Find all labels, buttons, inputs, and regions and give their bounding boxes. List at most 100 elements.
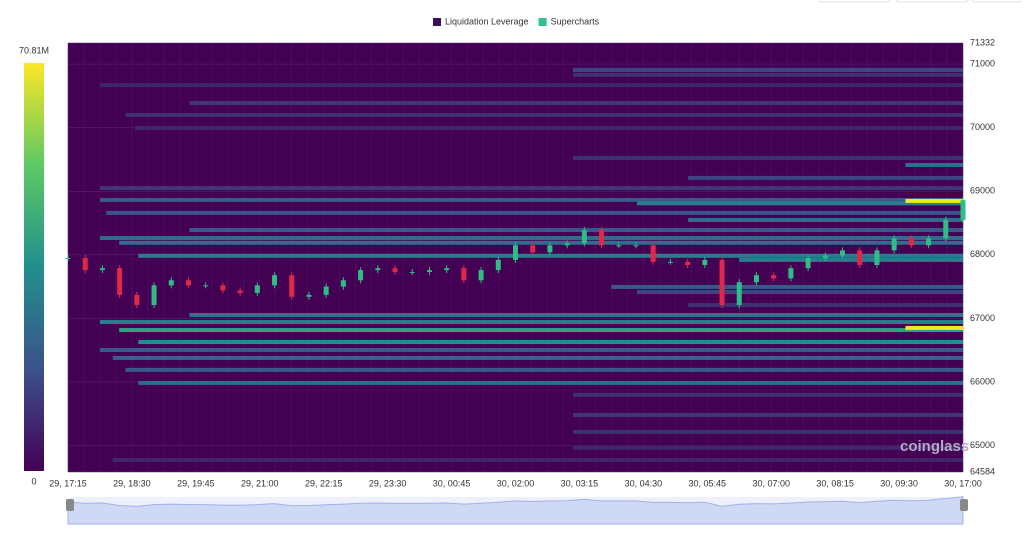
candle: [203, 285, 209, 287]
candle: [891, 238, 897, 251]
candle: [444, 268, 450, 271]
toolbar-button[interactable]: [971, 0, 1023, 3]
candle: [254, 285, 260, 293]
candle: [908, 238, 914, 246]
axes: 64584 65000 66000 67000 68000 69000 70000 71000…: [19, 37, 995, 488]
candle: [599, 230, 605, 246]
navigator-handle[interactable]: [66, 499, 74, 511]
candle: [805, 258, 811, 269]
color-bar: [24, 63, 44, 471]
legend-swatch: [433, 18, 441, 26]
liquidation-band: [573, 429, 963, 434]
liquidation-band: [189, 312, 963, 317]
candle: [788, 268, 794, 279]
candle: [960, 200, 966, 220]
candle: [926, 238, 932, 246]
x-tick-label: 30, 03:15: [561, 478, 599, 488]
candle: [822, 255, 828, 259]
liquidation-band: [573, 445, 963, 450]
watermark: coinglass: [900, 438, 969, 455]
candle: [685, 261, 691, 266]
candle: [392, 268, 398, 272]
candle: [771, 275, 777, 279]
candle: [82, 258, 88, 271]
liquidation-band: [573, 412, 963, 417]
liquidation-band: [99, 320, 963, 325]
liquidation-band: [739, 257, 963, 262]
candle: [151, 285, 157, 306]
candle: [719, 259, 725, 306]
y-tick-label: 71332: [970, 37, 995, 47]
colorbar-label: 70.81M: [19, 45, 49, 55]
candle: [340, 280, 346, 287]
candle: [237, 290, 243, 293]
candle: [513, 245, 518, 260]
liquidation-band: [189, 228, 963, 233]
candle: [289, 275, 295, 297]
liquidation-band: [905, 198, 963, 203]
candle: [616, 245, 622, 247]
candle: [581, 230, 587, 244]
candle: [702, 259, 708, 266]
liquidation-band: [112, 457, 963, 462]
x-tick-label: 30, 00:45: [433, 478, 471, 488]
candle: [547, 245, 553, 253]
y-tick-label: 66000: [970, 376, 995, 386]
liquidation-band: [106, 210, 964, 215]
candle: [358, 270, 364, 281]
navigator-handle[interactable]: [960, 499, 968, 511]
y-tick-label: 70000: [970, 122, 995, 132]
liquidation-band: [573, 68, 963, 73]
x-tick-label: 30, 02:00: [497, 478, 535, 488]
liquidation-band: [99, 348, 963, 353]
liquidation-band: [125, 112, 964, 117]
x-tick-label: 29, 19:45: [177, 478, 215, 488]
x-tick-label: 29, 17:15: [49, 478, 87, 488]
candle: [99, 268, 105, 271]
candle: [185, 280, 191, 286]
candle: [65, 258, 71, 260]
candle: [409, 271, 415, 273]
y-tick-label: 69000: [970, 186, 995, 196]
y-tick-label: 71000: [970, 58, 995, 68]
liquidation-band: [688, 217, 963, 222]
liquidation-band: [611, 284, 963, 289]
candle: [375, 268, 381, 271]
colorbar-label: 0: [31, 476, 36, 486]
candle: [943, 219, 949, 239]
liquidation-band: [573, 156, 963, 161]
x-tick-label: 30, 08:15: [816, 478, 854, 488]
candle: [117, 268, 123, 295]
heatmap: [99, 68, 964, 462]
liquidation-band: [905, 325, 963, 330]
liquidation-band: [189, 101, 963, 106]
legend-swatch: [538, 18, 547, 26]
x-tick-label: 29, 23:30: [369, 478, 407, 488]
liquidation-band: [119, 240, 963, 245]
toolbar-button[interactable]: [895, 0, 969, 3]
candle: [134, 294, 140, 306]
liquidation-band: [138, 253, 964, 258]
liquidation-band: [138, 340, 964, 345]
liquidation-band: [636, 290, 963, 295]
candle: [753, 275, 759, 283]
liquidation-band: [99, 83, 963, 88]
liquidation-band: [99, 186, 963, 191]
liquidation-band: [119, 328, 963, 333]
candle: [478, 270, 484, 281]
candle: [272, 275, 278, 286]
candle: [840, 250, 846, 256]
liquidation-band: [573, 72, 963, 77]
candle: [874, 250, 880, 266]
liquidation-band: [99, 235, 963, 240]
candle: [633, 245, 639, 247]
x-tick-label: 30, 07:00: [752, 478, 790, 488]
liquidation-band: [112, 355, 963, 360]
liquidation-band: [138, 380, 964, 385]
toolbar-button[interactable]: [817, 0, 891, 3]
y-tick-label: 67000: [970, 313, 995, 323]
x-tick-label: 30, 09:30: [880, 478, 918, 488]
candle: [220, 285, 226, 291]
candle: [426, 270, 432, 272]
